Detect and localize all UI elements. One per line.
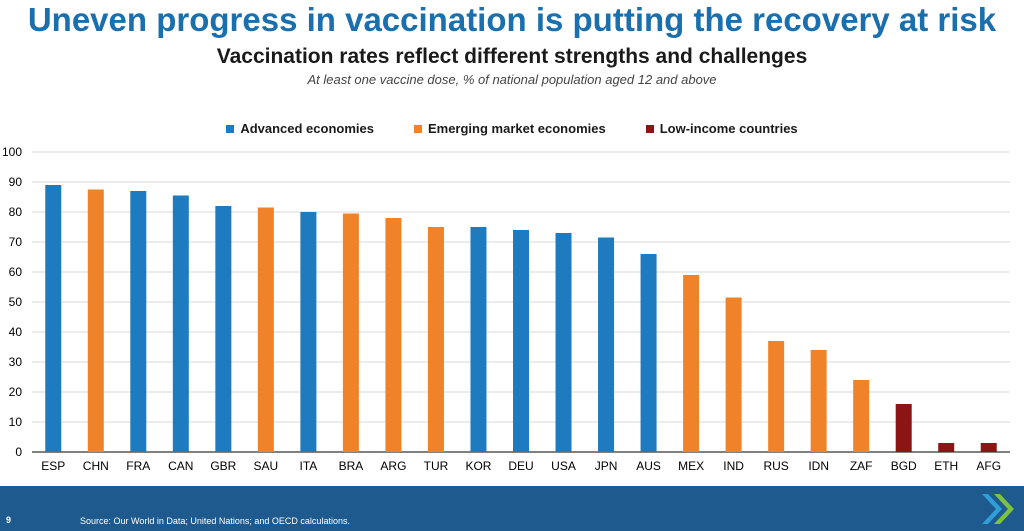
source-note: Source: Our World in Data; United Nation… <box>80 516 350 526</box>
x-tick-label: BGD <box>891 459 917 473</box>
y-tick-label: 10 <box>9 415 23 429</box>
bar-aus <box>640 254 657 452</box>
y-tick-label: 40 <box>9 325 23 339</box>
bar-mex <box>683 275 700 452</box>
x-tick-label: BRA <box>339 459 364 473</box>
footer-bar <box>0 486 1024 531</box>
bar-deu <box>513 230 529 452</box>
x-tick-label: IDN <box>808 459 829 473</box>
y-tick-label: 20 <box>9 385 23 399</box>
bar-chn <box>87 189 104 452</box>
bar-eth <box>938 443 955 452</box>
x-tick-label: CHN <box>83 459 109 473</box>
legend-item-advanced: Advanced economies <box>226 120 374 138</box>
bar-idn <box>810 350 827 452</box>
bar-gbr <box>215 206 232 452</box>
y-tick-label: 50 <box>9 295 23 309</box>
x-tick-label: SAU <box>254 459 279 473</box>
page-number: 9 <box>6 515 12 525</box>
x-tick-label: ESP <box>41 459 65 473</box>
bar-tur <box>427 227 444 452</box>
bar-zaf <box>853 380 870 452</box>
chart-legend: Advanced economies Emerging market econo… <box>0 120 1024 138</box>
x-tick-label: TUR <box>424 459 449 473</box>
y-tick-label: 90 <box>9 175 23 189</box>
x-tick-label: ARG <box>380 459 406 473</box>
bar-ita <box>300 212 317 452</box>
legend-item-low-income: Low-income countries <box>645 120 798 138</box>
chart-subtitle: At least one vaccine dose, % of national… <box>307 72 717 87</box>
bar-esp <box>45 185 62 452</box>
x-tick-label: KOR <box>465 459 491 473</box>
y-tick-label: 70 <box>9 235 23 249</box>
bar-rus <box>768 341 785 452</box>
legend-swatch-emerging <box>413 125 422 133</box>
bar-fra <box>130 191 147 452</box>
x-tick-label: DEU <box>508 459 533 473</box>
x-tick-label: IND <box>723 459 744 473</box>
chart-title: Vaccination rates reflect different stre… <box>216 45 808 68</box>
x-tick-label: RUS <box>763 459 788 473</box>
bar-can <box>172 195 189 452</box>
x-tick-label: MEX <box>678 459 704 473</box>
bar-usa <box>555 233 572 452</box>
bar-sau <box>257 207 274 452</box>
bar-afg <box>980 443 997 452</box>
y-tick-label: 0 <box>15 445 22 459</box>
x-tick-label: AFG <box>976 459 1001 473</box>
bar-ind <box>725 297 742 452</box>
x-tick-label: ITA <box>300 459 318 473</box>
legend-label-low-income: Low-income countries <box>659 121 798 136</box>
oecd-logo <box>982 494 1014 524</box>
bar-bra <box>342 213 359 452</box>
x-tick-label: CAN <box>168 459 193 473</box>
legend-label-advanced: Advanced economies <box>240 121 374 136</box>
bar-arg <box>385 218 402 452</box>
x-tick-label: ZAF <box>850 459 873 473</box>
x-tick-label: AUS <box>636 459 661 473</box>
legend-swatch-advanced <box>226 125 235 133</box>
bar-bgd <box>895 404 912 452</box>
slide-title: Uneven progress in vaccination is puttin… <box>27 1 997 38</box>
x-tick-label: USA <box>551 459 576 473</box>
x-tick-label: GBR <box>210 459 236 473</box>
legend-item-emerging: Emerging market economies <box>413 120 606 138</box>
x-tick-label: ETH <box>934 459 958 473</box>
y-tick-label: 30 <box>9 355 23 369</box>
bar-chart: 0 10 20 30 40 50 60 70 80 90 100 ESP CHN FRA CAN GBR SAU… <box>2 145 1010 473</box>
bar-jpn <box>598 237 615 452</box>
y-tick-label: 60 <box>9 265 23 279</box>
x-tick-label: JPN <box>595 459 618 473</box>
y-tick-label: 100 <box>2 145 22 159</box>
legend-label-emerging: Emerging market economies <box>427 121 606 136</box>
x-tick-label: FRA <box>126 459 150 473</box>
y-tick-label: 80 <box>9 205 23 219</box>
bar-kor <box>470 227 487 452</box>
legend-swatch-low-income <box>645 125 654 133</box>
